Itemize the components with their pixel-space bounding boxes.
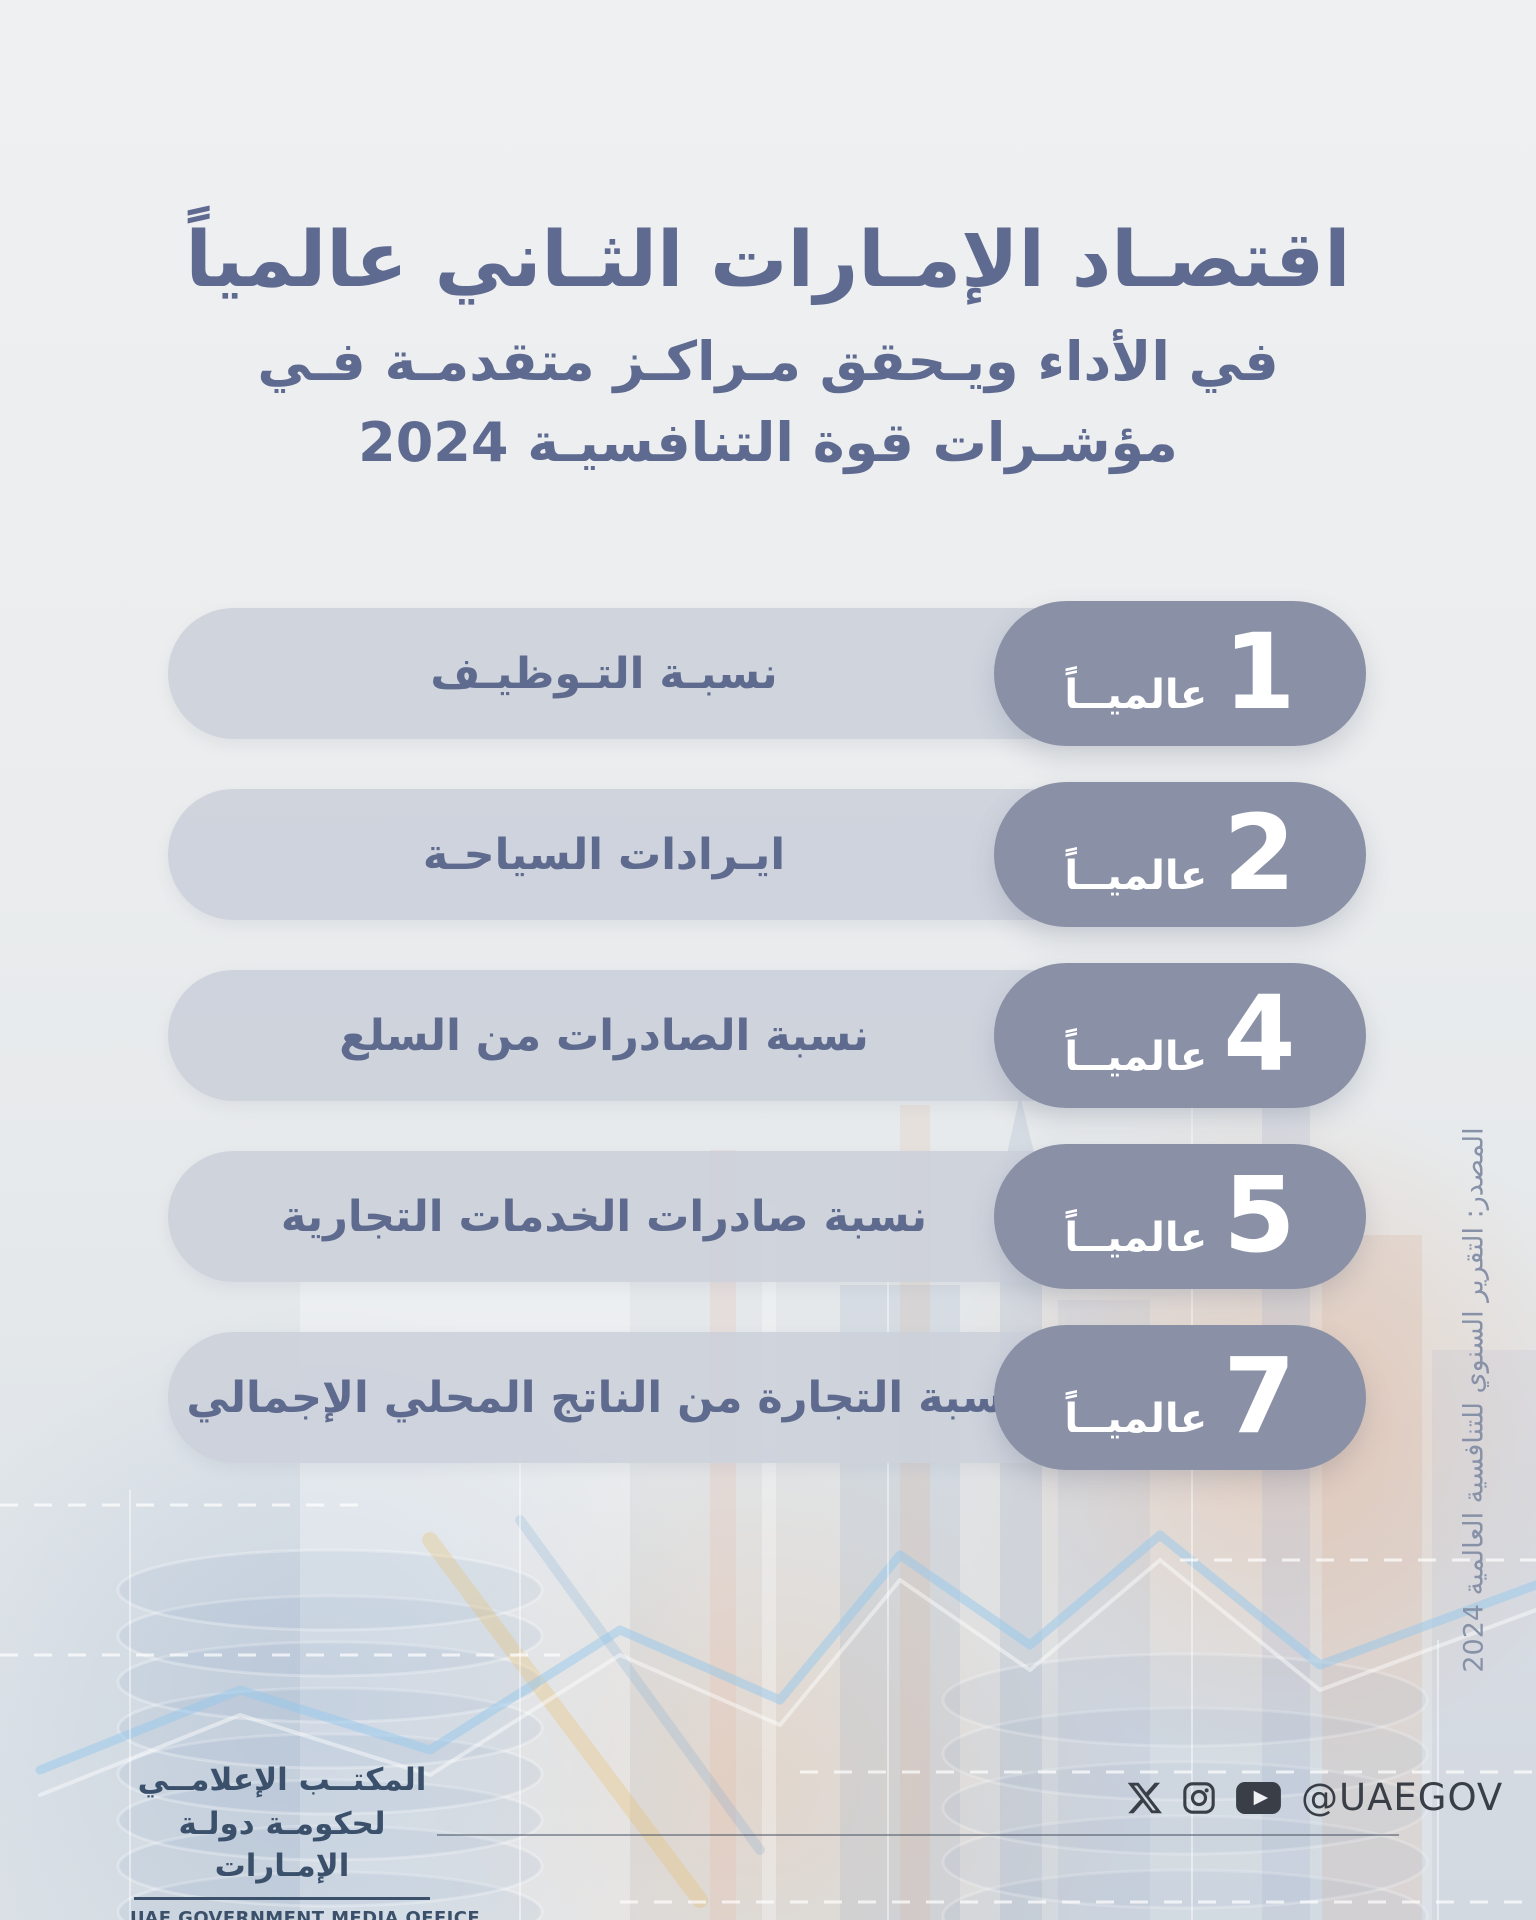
ranking-list: نسبـة التـوظيـف 1 عالميــاً ايـرادات الس…	[168, 601, 1366, 1470]
indicator-label: نسبـة التـوظيـف	[430, 648, 778, 699]
source-note: المصدر: التقرير السنوي للتنافسية العالمي…	[1458, 1127, 1490, 1673]
rank-word: عالميــاً	[1064, 853, 1208, 899]
rank-word: عالميــاً	[1064, 1396, 1208, 1442]
rank-number: 1	[1223, 611, 1296, 733]
uae-gov-media-office-logo: المكتــب الإعلامــي لحكومـة دولـة الإمـا…	[130, 1760, 481, 1920]
indicator-label: نسبة الصادرات من السلع	[339, 1010, 869, 1061]
ranking-row-services-exports: نسبة صادرات الخدمات التجارية 5 عالميــاً	[168, 1144, 1366, 1289]
warm-glow	[380, 1400, 1140, 1920]
title-line-1: اقتصـاد الإمـارات الثـاني عالمياً	[185, 216, 1351, 305]
rank-number: 4	[1223, 973, 1296, 1095]
rank-pill: 2 عالميــاً	[994, 782, 1366, 927]
rank-word: عالميــاً	[1064, 672, 1208, 718]
ranking-row-tourism: ايـرادات السياحـة 2 عالميــاً	[168, 782, 1366, 927]
ranking-row-goods-exports: نسبة الصادرات من السلع 4 عالميــاً	[168, 963, 1366, 1108]
social-bar: @UAEGOV	[1128, 1776, 1503, 1819]
logo-english-text: UAE GOVERNMENT MEDIA OFFICE	[130, 1907, 481, 1920]
title-line-2: في الأداء ويـحقق مـراكـز متقدمـة فـي	[257, 330, 1279, 394]
accent-line-blue	[515, 1515, 765, 1855]
trend-line	[35, 1530, 1536, 1775]
rank-pill: 7 عالميــاً	[994, 1325, 1366, 1470]
ranking-row-trade-gdp: نسبة التجارة من الناتج المحلي الإجمالي 7…	[168, 1325, 1366, 1470]
logo-arabic-line-1: المكتــب الإعلامــي	[137, 1762, 427, 1798]
rank-word: عالميــاً	[1064, 1034, 1208, 1080]
indicator-label: نسبة التجارة من الناتج المحلي الإجمالي	[186, 1372, 1022, 1423]
rank-word: عالميــاً	[1064, 1215, 1208, 1261]
rank-number: 7	[1223, 1335, 1296, 1457]
indicator-label: ايـرادات السياحـة	[422, 829, 786, 880]
title-line-3: مؤشـرات قوة التنافسيـة 2024	[358, 411, 1178, 475]
rank-pill: 4 عالميــاً	[994, 963, 1366, 1108]
indicator-label: نسبة صادرات الخدمات التجارية	[280, 1191, 928, 1242]
instagram-icon[interactable]	[1182, 1781, 1216, 1815]
rank-number: 5	[1223, 1154, 1296, 1276]
page-title: اقتصـاد الإمـارات الثـاني عالمياً في الأ…	[110, 206, 1426, 483]
rank-pill: 5 عالميــاً	[994, 1144, 1366, 1289]
social-handle[interactable]: @UAEGOV	[1301, 1776, 1504, 1819]
accent-line-gold	[422, 1532, 708, 1908]
logo-arabic-line-2: لحكومـة دولـة الإمـارات	[178, 1805, 386, 1884]
rank-pill: 1 عالميــاً	[994, 601, 1366, 746]
x-icon[interactable]	[1128, 1781, 1162, 1815]
rank-number: 2	[1223, 792, 1296, 914]
ranking-row-employment: نسبـة التـوظيـف 1 عالميــاً	[168, 601, 1366, 746]
youtube-icon[interactable]	[1236, 1781, 1281, 1814]
logo-divider	[134, 1896, 430, 1900]
footer-divider-line	[437, 1834, 1399, 1836]
